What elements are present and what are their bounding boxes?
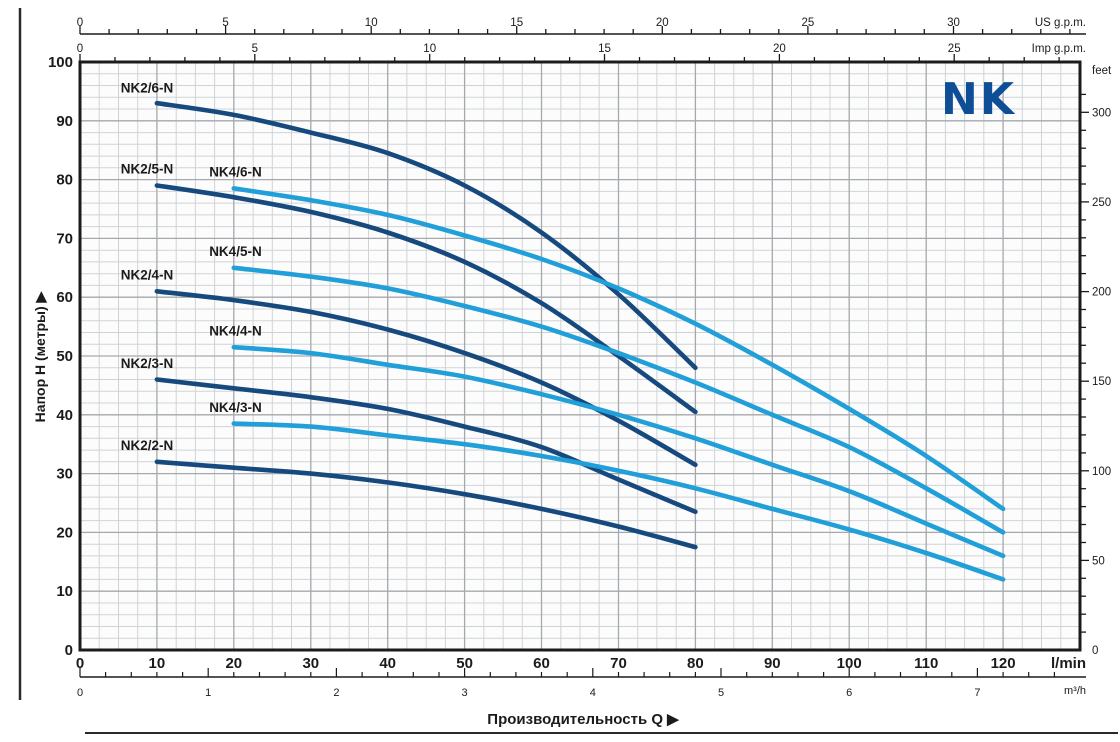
svg-text:40: 40	[56, 407, 73, 424]
nk-series-logo: NK	[941, 74, 1016, 125]
svg-text:70: 70	[610, 655, 627, 672]
axis-imp-gpm: 0 5 10 15 20 25 Imp g.p.m.	[77, 43, 1086, 62]
svg-text:NK2/2-N: NK2/2-N	[121, 438, 174, 453]
svg-text:150: 150	[1092, 376, 1111, 388]
svg-text:5: 5	[718, 687, 724, 699]
svg-text:100: 100	[837, 655, 862, 672]
svg-text:90: 90	[56, 113, 73, 130]
svg-text:100: 100	[48, 54, 73, 71]
svg-text:0: 0	[77, 17, 83, 29]
svg-text:NK2/4-N: NK2/4-N	[121, 268, 174, 283]
svg-text:US g.p.m.: US g.p.m.	[1035, 17, 1086, 29]
curve-NK4/6-N	[231, 186, 1006, 512]
svg-text:100: 100	[1092, 466, 1111, 478]
y-axis-title: Напор H (метры) ▶	[32, 290, 48, 422]
svg-text:l/min: l/min	[1051, 655, 1086, 672]
svg-text:5: 5	[252, 43, 258, 55]
svg-text:50: 50	[1092, 555, 1105, 567]
svg-text:2: 2	[333, 687, 339, 699]
svg-text:250: 250	[1092, 197, 1111, 209]
plot-border	[78, 60, 1082, 652]
axis-h-labels: 0 10 20 30 40 50 60 70 80 90 100	[48, 54, 73, 659]
curve-label-NK2/6-N: NK2/6-N	[121, 81, 174, 96]
svg-text:30: 30	[56, 466, 73, 483]
curve-NK2/6-N	[154, 100, 698, 371]
svg-text:60: 60	[56, 289, 73, 306]
svg-text:m³/h: m³/h	[1064, 685, 1086, 697]
svg-text:200: 200	[1092, 287, 1111, 299]
svg-text:20: 20	[773, 43, 786, 55]
svg-text:10: 10	[423, 43, 436, 55]
svg-text:0: 0	[76, 655, 84, 672]
svg-text:20: 20	[225, 655, 242, 672]
curve-NK2/3-N	[154, 377, 698, 515]
axis-us-gpm: 0 5 10 15 20 25 30 US g.p.m.	[77, 17, 1086, 35]
svg-text:0: 0	[77, 687, 83, 699]
svg-text:20: 20	[656, 17, 669, 29]
svg-text:10: 10	[56, 583, 73, 600]
svg-text:NK2/6-N: NK2/6-N	[121, 81, 174, 96]
curve-label-NK4/5-N: NK4/5-N	[209, 244, 262, 259]
svg-text:110: 110	[914, 655, 938, 672]
svg-text:10: 10	[149, 655, 166, 672]
svg-text:7: 7	[974, 687, 980, 699]
curve-NK2/4-N	[154, 289, 698, 468]
svg-text:feet: feet	[1092, 65, 1112, 77]
curve-label-NK2/2-N: NK2/2-N	[121, 438, 174, 453]
svg-text:1: 1	[205, 687, 211, 699]
curve-label-NK4/3-N: NK4/3-N	[209, 400, 262, 415]
svg-text:30: 30	[947, 17, 960, 29]
curve-label-NK2/3-N: NK2/3-N	[121, 356, 174, 371]
curve-label-NK4/6-N: NK4/6-N	[209, 165, 262, 180]
svg-text:0: 0	[65, 642, 73, 659]
svg-text:4: 4	[590, 687, 596, 699]
svg-text:30: 30	[302, 655, 319, 672]
svg-text:NK2/5-N: NK2/5-N	[121, 162, 174, 177]
svg-text:NK4/6-N: NK4/6-N	[209, 165, 262, 180]
svg-text:80: 80	[56, 172, 73, 189]
axis-lmin: 0 10 20 30 40 50 60 70 80 90 100 110 120 l/min	[76, 655, 1086, 672]
svg-text:3: 3	[462, 687, 468, 699]
svg-text:50: 50	[456, 655, 473, 672]
svg-text:40: 40	[379, 655, 396, 672]
svg-text:5: 5	[222, 17, 228, 29]
curve-label-NK4/4-N: NK4/4-N	[209, 323, 262, 338]
svg-text:300: 300	[1092, 107, 1111, 119]
axis-m3h: 0 1 2 3 4 5 6 7 m³/h	[77, 668, 1086, 699]
axis-feet: 50 100 150 200 250 300 0 feet	[1080, 65, 1112, 657]
svg-text:25: 25	[948, 43, 961, 55]
svg-text:80: 80	[687, 655, 704, 672]
curve-NK4/5-N	[231, 265, 1006, 535]
curve-NK4/3-N	[231, 421, 1006, 582]
svg-text:Imp g.p.m.: Imp g.p.m.	[1032, 43, 1086, 55]
svg-text:90: 90	[764, 655, 781, 672]
svg-text:NK4/5-N: NK4/5-N	[209, 244, 262, 259]
curve-label-NK2/4-N: NK2/4-N	[121, 268, 174, 283]
svg-text:25: 25	[802, 17, 815, 29]
svg-text:50: 50	[56, 348, 73, 365]
svg-text:15: 15	[510, 17, 523, 29]
svg-text:0: 0	[77, 43, 83, 55]
svg-text:0: 0	[1092, 645, 1098, 657]
curve-label-NK2/5-N: NK2/5-N	[121, 162, 174, 177]
svg-text:60: 60	[533, 655, 550, 672]
curve-NK2/2-N	[154, 459, 698, 550]
svg-text:Производительность Q ▶: Производительность Q ▶	[487, 711, 680, 728]
x-axis-title: Производительность Q ▶	[487, 711, 680, 728]
svg-text:15: 15	[598, 43, 611, 55]
svg-text:NK4/3-N: NK4/3-N	[209, 400, 262, 415]
svg-text:NK4/4-N: NK4/4-N	[209, 323, 262, 338]
svg-text:20: 20	[56, 524, 73, 541]
svg-text:120: 120	[991, 655, 1016, 672]
svg-text:70: 70	[56, 230, 73, 247]
svg-text:10: 10	[365, 17, 378, 29]
svg-text:NK2/3-N: NK2/3-N	[121, 356, 174, 371]
curve-NK4/4-N	[231, 344, 1006, 559]
page-rules	[18, 8, 1118, 734]
svg-text:Напор H (метры) ▶: Напор H (метры) ▶	[32, 290, 48, 422]
svg-text:6: 6	[846, 687, 852, 699]
